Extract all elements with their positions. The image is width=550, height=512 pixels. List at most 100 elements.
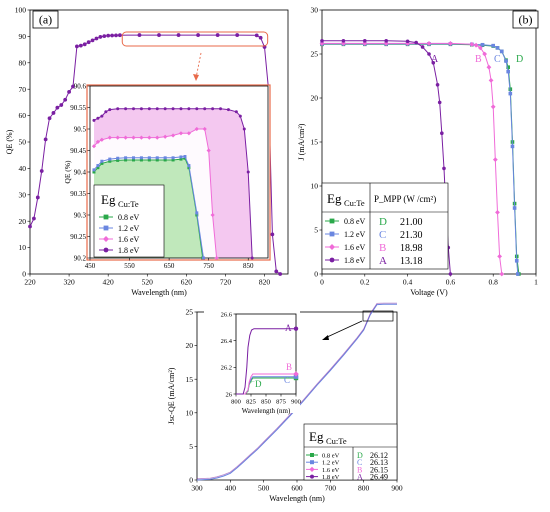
inset-series-point — [116, 156, 120, 160]
y-axis-label: QE (%) — [63, 160, 72, 184]
inset-backdrop — [204, 305, 300, 413]
x-axis-label: Wavelength (nm) — [131, 288, 187, 297]
qe-point — [32, 216, 36, 221]
y-tick-label: 90.45 — [70, 147, 86, 155]
zoom-box — [121, 31, 269, 47]
inset-curve-letter: D — [255, 379, 262, 389]
qe-point — [94, 36, 99, 41]
qe-point — [157, 33, 161, 37]
qe-point — [28, 224, 32, 229]
legend-title-subscript: Cu:Te — [118, 199, 139, 209]
table-value: 18.98 — [400, 243, 423, 254]
zoom-arrowhead — [322, 335, 329, 340]
jv-point — [426, 41, 432, 46]
inset-series-point — [171, 158, 175, 162]
legend-label: 0.8 eV — [322, 453, 340, 460]
inset-series-point — [202, 256, 206, 260]
table-header-param: P_MPP (W /cm²) — [374, 194, 436, 204]
inset-arrow-glyph: ← — [249, 377, 256, 385]
legend-marker — [310, 474, 314, 479]
legend-marker — [329, 218, 335, 224]
table-letter: A — [379, 255, 387, 267]
table-value: 13.18 — [400, 256, 423, 267]
y-tick-label: 26.6 — [221, 311, 233, 318]
inset-series-point — [163, 107, 167, 111]
inset-series-point — [107, 135, 112, 140]
inset-series-point — [131, 135, 136, 140]
x-tick-label: 300 — [191, 484, 203, 493]
inset-series-point — [163, 134, 168, 139]
inset-series-point — [242, 127, 246, 131]
x-tick-label: 700 — [325, 484, 337, 493]
jv-point — [448, 41, 453, 46]
inset-series-point — [108, 159, 112, 163]
inset-series-point — [186, 131, 191, 136]
jv-point — [486, 64, 492, 70]
y-tick-label: 26.4 — [221, 338, 233, 345]
inset-series-point — [194, 126, 199, 132]
legend-marker — [310, 453, 314, 457]
y-axis-label: Jsc-QE (mA/cm²) — [167, 367, 176, 424]
jv-point — [514, 259, 519, 263]
y-tick-label: 90.55 — [70, 104, 86, 112]
jv-point — [488, 78, 494, 83]
inset-series-point — [100, 159, 104, 163]
legend-title-subscript: Cu:Te — [344, 198, 365, 208]
legend-title: Eg — [101, 192, 116, 207]
inset-series-point — [124, 158, 128, 162]
table-value: 26.13 — [370, 458, 388, 467]
panel-tag-box — [32, 10, 59, 29]
inset-series-point — [147, 158, 151, 162]
inset-series-point — [116, 158, 120, 162]
inset-series-point — [132, 107, 136, 111]
x-tick-label: 220 — [24, 278, 36, 287]
inset-series-point — [92, 168, 96, 172]
jv-point — [427, 52, 431, 56]
inset-series-point — [170, 133, 176, 138]
inset-series-point — [147, 135, 152, 140]
legend-marker — [329, 257, 335, 263]
x-tick-label: 0.2 — [360, 278, 370, 287]
legend-marker — [310, 460, 314, 465]
y-axis-label: J (mA/cm²) — [297, 123, 306, 160]
inset-series-point — [214, 255, 219, 261]
table-value: 26.12 — [370, 451, 388, 460]
inset-series-point — [210, 212, 215, 218]
inset-series-point — [139, 135, 144, 140]
qe-point — [63, 97, 68, 102]
inset-series-point — [155, 158, 159, 162]
figure-root: 220 320 420 520 620 720 8200102030405060708090… — [5, 6, 539, 503]
inset-series-line — [236, 373, 296, 395]
inset-series-point — [147, 107, 151, 111]
legend-marker — [103, 214, 109, 220]
y-tick-label: 10 — [311, 182, 319, 191]
jv-point — [320, 39, 324, 43]
inset-curve-letter: B — [286, 362, 292, 372]
qe-point — [59, 103, 64, 107]
jv-point — [512, 206, 517, 210]
y-tick-label: 90.35 — [70, 190, 86, 198]
jv-point — [383, 41, 389, 46]
y-tick-label: 26.2 — [221, 365, 232, 372]
x-tick-label: 0.6 — [446, 278, 456, 287]
inset-series-point — [124, 107, 128, 111]
x-tick-label: 1 — [534, 278, 538, 287]
y-tick-label: 90.3 — [74, 211, 87, 219]
panel-c-legend-table: Eg Cu:Te 0.8 eV D 26.12 1.2 eV C 26.13 1.6 eV B 26… — [303, 423, 398, 482]
y-tick-label: 30 — [311, 6, 319, 15]
inset-series-point — [147, 156, 151, 160]
jv-point — [506, 65, 510, 69]
inset-series-point — [132, 156, 136, 160]
legend-marker — [329, 244, 335, 250]
table-value: 26.15 — [370, 465, 388, 474]
qe-point — [55, 105, 60, 110]
panel-b-legend-table: Eg Cu:Te P_MPP (W /cm²) 0.8 eV D 21.00 1.2 eV C… — [321, 182, 449, 270]
inset-series-point — [96, 166, 100, 170]
x-tick-label: 620 — [181, 278, 193, 287]
jv-point — [405, 39, 410, 44]
inset-series-point — [163, 158, 167, 162]
y-tick-label: 0 — [314, 270, 318, 279]
y-tick-label: 80 — [19, 58, 27, 67]
jv-point — [477, 45, 483, 51]
y-tick-label: 40 — [19, 164, 27, 173]
